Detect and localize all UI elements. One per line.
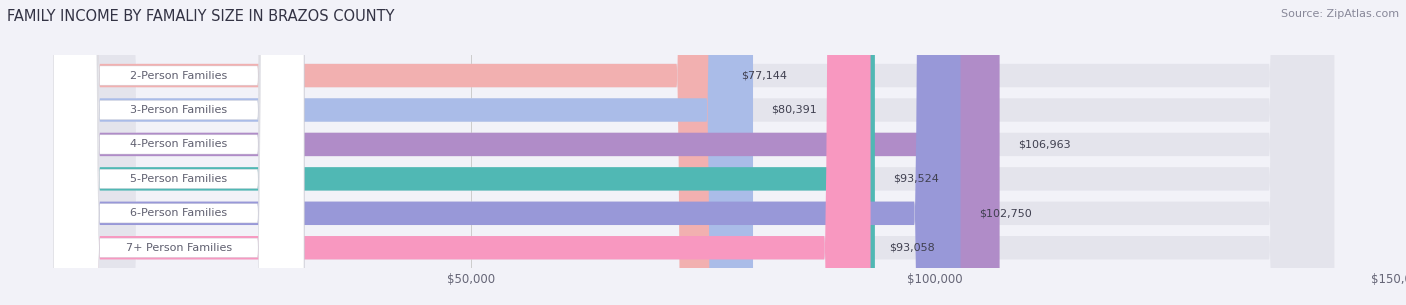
Text: $80,391: $80,391 [772, 105, 817, 115]
FancyBboxPatch shape [53, 0, 304, 305]
FancyBboxPatch shape [53, 0, 870, 305]
FancyBboxPatch shape [53, 0, 960, 305]
FancyBboxPatch shape [53, 0, 1000, 305]
Text: 4-Person Families: 4-Person Families [131, 139, 228, 149]
Text: Source: ZipAtlas.com: Source: ZipAtlas.com [1281, 9, 1399, 19]
FancyBboxPatch shape [72, 0, 1334, 305]
FancyBboxPatch shape [53, 0, 875, 305]
Text: 7+ Person Families: 7+ Person Families [125, 243, 232, 253]
FancyBboxPatch shape [72, 0, 1334, 305]
Text: 2-Person Families: 2-Person Families [131, 70, 228, 81]
FancyBboxPatch shape [72, 0, 1334, 305]
FancyBboxPatch shape [53, 0, 304, 305]
FancyBboxPatch shape [53, 0, 304, 305]
FancyBboxPatch shape [53, 0, 304, 305]
Text: 6-Person Families: 6-Person Families [131, 208, 228, 218]
Text: 5-Person Families: 5-Person Families [131, 174, 228, 184]
FancyBboxPatch shape [53, 0, 723, 305]
FancyBboxPatch shape [53, 0, 304, 305]
FancyBboxPatch shape [72, 0, 1334, 305]
FancyBboxPatch shape [53, 0, 754, 305]
Text: $106,963: $106,963 [1018, 139, 1071, 149]
Text: $93,058: $93,058 [889, 243, 935, 253]
Text: FAMILY INCOME BY FAMALIY SIZE IN BRAZOS COUNTY: FAMILY INCOME BY FAMALIY SIZE IN BRAZOS … [7, 9, 395, 24]
FancyBboxPatch shape [53, 0, 304, 305]
Text: 3-Person Families: 3-Person Families [131, 105, 228, 115]
Text: $77,144: $77,144 [741, 70, 787, 81]
FancyBboxPatch shape [72, 0, 1334, 305]
Text: $102,750: $102,750 [979, 208, 1032, 218]
Text: $93,524: $93,524 [893, 174, 939, 184]
FancyBboxPatch shape [72, 0, 1334, 305]
